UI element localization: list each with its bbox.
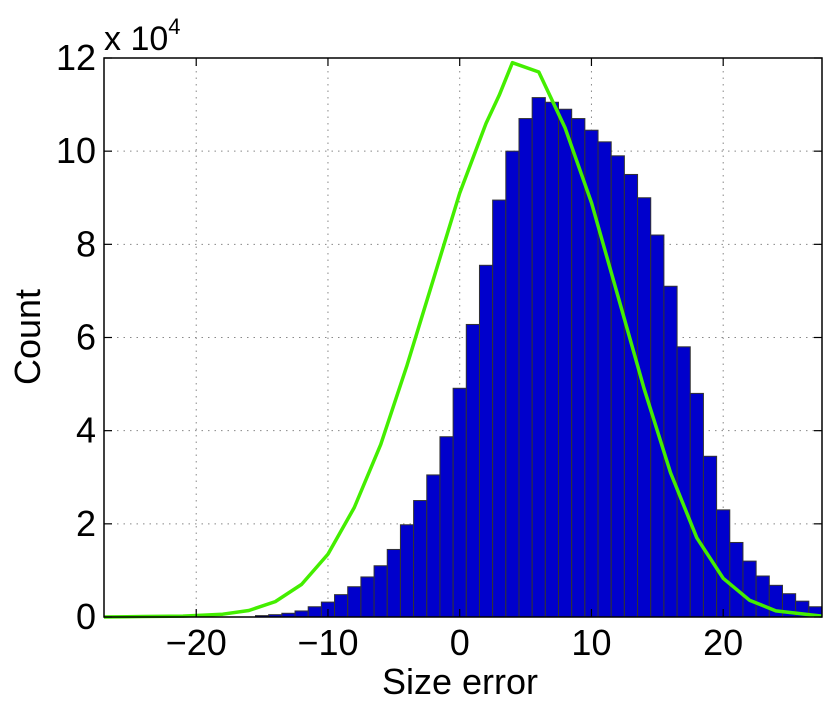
histogram-bar — [571, 118, 586, 618]
y-tick-label: 2 — [76, 503, 96, 544]
histogram-bar — [689, 392, 704, 618]
histogram-bar — [610, 155, 625, 618]
histogram-bar — [386, 548, 401, 618]
histogram-bar — [663, 285, 678, 618]
y-tick-label: 10 — [56, 130, 96, 171]
histogram-bar — [360, 576, 375, 618]
x-tick-label: −10 — [297, 622, 358, 663]
y-tick-labels: 0 2 4 6 8 10 12 — [56, 37, 96, 637]
x-tick-label: 10 — [571, 622, 611, 663]
histogram-bar — [347, 586, 362, 618]
y-tick-label: 4 — [76, 410, 96, 451]
fit-curve — [103, 60, 823, 619]
x-tick-label: 20 — [703, 622, 743, 663]
y-tick-label: 8 — [76, 223, 96, 264]
histogram-bar — [294, 610, 309, 618]
histogram-bar — [373, 565, 388, 618]
histogram-bar — [505, 150, 520, 618]
histogram-bar — [755, 575, 770, 618]
histogram-bar — [702, 455, 718, 618]
axis-ticks — [104, 57, 822, 618]
histogram-bar — [307, 606, 322, 618]
histogram-bar — [676, 346, 691, 618]
histogram-bar — [729, 541, 744, 618]
y-tick-label: 0 — [76, 596, 96, 637]
histogram-bar — [452, 387, 467, 618]
histogram-bar — [716, 509, 731, 618]
y-tick-label: 6 — [76, 317, 96, 358]
y-axis-label: Count — [7, 289, 48, 385]
y-tick-label: 12 — [56, 37, 96, 78]
histogram-bar — [518, 118, 533, 618]
x-tick-label: 0 — [450, 622, 470, 663]
x-tick-labels: −20 −10 0 10 20 — [166, 622, 744, 663]
y-exponent-label: x 104 — [104, 14, 181, 58]
x-axis-label: Size error — [382, 661, 538, 702]
histogram-bar — [558, 108, 573, 618]
histogram-bar — [439, 436, 454, 618]
histogram-bar — [478, 264, 494, 618]
histogram-bar — [623, 173, 639, 618]
histogram-bar — [413, 500, 428, 618]
histogram-bar — [492, 199, 507, 618]
histogram-bar — [334, 594, 349, 618]
y-exponent-power: 4 — [168, 14, 180, 39]
x-tick-label: −20 — [166, 622, 227, 663]
histogram-bar — [597, 141, 612, 618]
histogram-bar — [465, 323, 480, 618]
histogram-bar — [399, 524, 415, 618]
histogram-bar — [531, 97, 546, 618]
histogram-bar — [742, 560, 757, 618]
histogram-bar — [426, 474, 441, 618]
y-exponent-base: x 10 — [104, 20, 168, 58]
histogram-bar — [544, 101, 560, 618]
fit-curve-line — [103, 60, 823, 619]
